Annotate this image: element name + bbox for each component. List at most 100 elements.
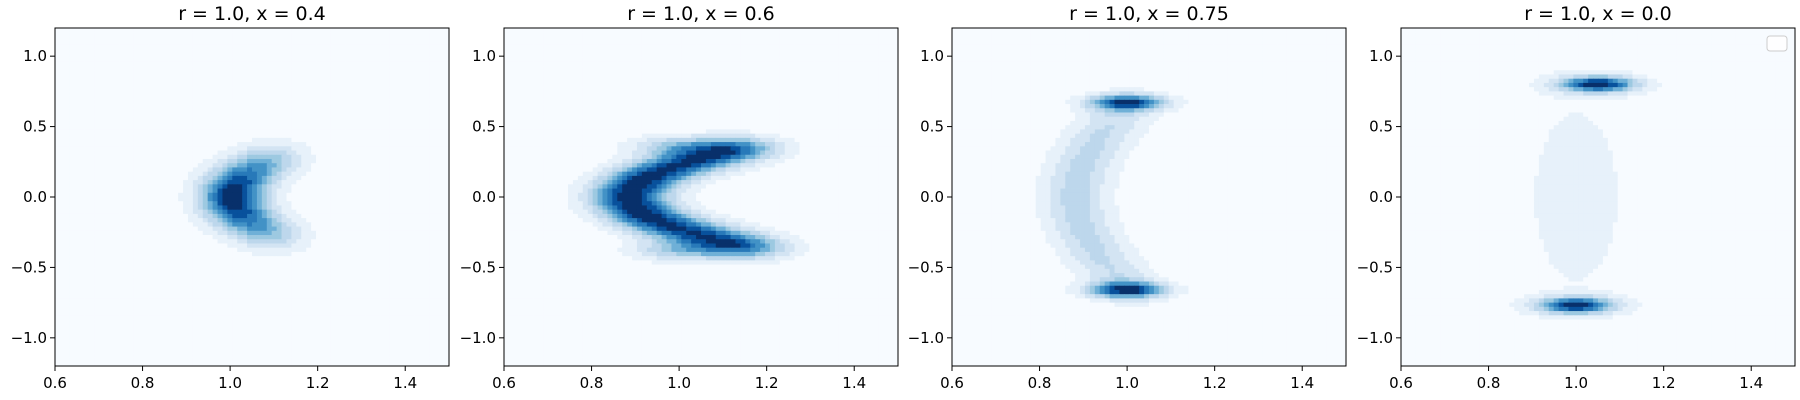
contour-cell — [143, 61, 149, 67]
contour-cell — [335, 57, 342, 63]
contour-cell — [389, 180, 396, 185]
contour-cell — [183, 239, 189, 244]
contour-cell — [291, 192, 297, 198]
contour-cell — [296, 230, 302, 236]
contour-cell — [350, 142, 356, 147]
contour-cell — [133, 158, 140, 164]
contour-cell — [192, 197, 199, 202]
contour-cell — [158, 205, 164, 211]
contour-cell — [370, 184, 376, 189]
contour-cell — [429, 277, 435, 282]
contour-cell — [252, 91, 258, 97]
contour-cell — [138, 150, 145, 156]
contour-cell — [55, 260, 61, 266]
contour-cell — [59, 264, 66, 270]
contour-cell — [212, 57, 218, 63]
contour-cell — [109, 116, 115, 122]
contour-cell — [261, 66, 268, 71]
contour-cell — [227, 226, 233, 232]
contour-cell — [128, 184, 135, 189]
contour-cell — [227, 264, 233, 270]
contour-cell — [148, 125, 154, 130]
contour-cell — [227, 289, 233, 295]
contour-cell — [345, 197, 351, 202]
contour-cell — [99, 150, 105, 156]
contour-cell — [183, 243, 189, 249]
contour-cell — [192, 264, 199, 270]
contour-cell — [380, 32, 386, 37]
contour-cell — [138, 218, 145, 223]
contour-cell — [335, 108, 342, 113]
contour-cell — [316, 277, 322, 282]
contour-cell — [439, 150, 445, 156]
contour-cell — [444, 44, 450, 50]
contour-cell — [380, 49, 386, 54]
contour-cell — [163, 192, 169, 198]
contour-cell — [104, 289, 110, 295]
contour-cell — [316, 192, 322, 198]
contour-cell — [355, 137, 361, 143]
contour-cell — [365, 142, 371, 147]
contour-cell — [232, 61, 238, 67]
contour-cell — [197, 213, 204, 219]
contour-cell — [178, 222, 184, 227]
contour-cell — [360, 142, 366, 147]
contour-cell — [296, 197, 302, 202]
contour-cell — [375, 201, 381, 206]
contour-cell — [183, 154, 189, 160]
contour-cell — [252, 209, 258, 215]
contour-cell — [69, 28, 76, 33]
contour-cell — [138, 108, 145, 113]
contour-cell — [123, 171, 130, 177]
contour-cell — [64, 247, 71, 253]
contour-cell — [414, 112, 420, 118]
contour-cell — [183, 146, 189, 151]
contour-cell — [429, 268, 435, 274]
contour-cell — [222, 120, 228, 126]
contour-cell — [123, 243, 130, 249]
contour-cell — [375, 112, 381, 118]
contour-cell — [232, 137, 238, 143]
contour-cell — [207, 142, 213, 147]
contour-cell — [271, 243, 278, 249]
contour-cell — [59, 192, 66, 198]
contour-cell — [119, 273, 125, 278]
contour-cell — [256, 226, 263, 232]
contour-cell — [389, 112, 396, 118]
contour-cell — [370, 230, 376, 236]
contour-cell — [360, 226, 366, 232]
contour-cell — [261, 247, 268, 253]
contour-cell — [316, 285, 322, 291]
contour-cell — [158, 44, 164, 50]
contour-cell — [59, 289, 66, 295]
contour-cell — [320, 256, 327, 261]
contour-cell — [192, 87, 199, 92]
contour-cell — [311, 137, 317, 143]
contour-cell — [59, 209, 66, 215]
contour-cell — [232, 142, 238, 147]
contour-cell — [365, 154, 371, 160]
contour-cell — [360, 235, 366, 240]
contour-cell — [252, 192, 258, 198]
contour-cell — [143, 142, 149, 147]
contour-cell — [389, 129, 396, 135]
contour-cell — [89, 230, 95, 236]
contour-cell — [311, 222, 317, 227]
contour-cell — [138, 28, 145, 33]
contour-cell — [227, 230, 233, 236]
contour-cell — [242, 61, 248, 67]
contour-cell — [311, 230, 317, 236]
contour-cell — [414, 99, 420, 105]
contour-cell — [389, 184, 396, 189]
contour-cell — [168, 53, 174, 58]
contour-cell — [237, 171, 243, 177]
contour-cell — [143, 247, 149, 253]
contour-cell — [424, 180, 430, 185]
contour-cell — [114, 235, 120, 240]
contour-cell — [444, 268, 450, 274]
contour-cell — [330, 137, 337, 143]
contour-cell — [370, 251, 376, 257]
contour-cell — [173, 87, 179, 92]
contour-cell — [316, 158, 322, 164]
contour-cell — [256, 91, 263, 97]
